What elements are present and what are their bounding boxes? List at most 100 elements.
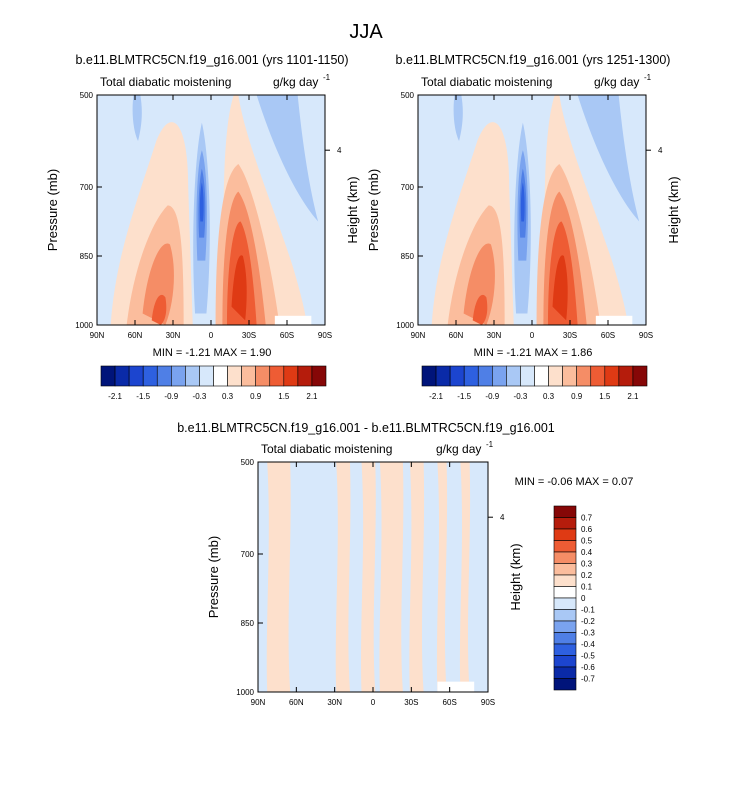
colorbar-label: -1.5 [136, 392, 150, 401]
y-tick-label: 700 [241, 550, 255, 559]
units-label: g/kg day [594, 75, 639, 89]
colorbar-label: -0.6 [581, 663, 595, 672]
colorbar-swatch [171, 365, 186, 387]
x-tick-label: 60S [280, 331, 294, 340]
colorbar-swatch [553, 563, 577, 576]
x-tick-label: 0 [530, 331, 535, 340]
colorbar-diff: 0.7 0.6 0.5 0.4 0.3 0.2 0.1 0 -0.1 -0.2 -0.3 -0.4 -0… [553, 505, 595, 691]
colorbar-swatch [142, 365, 158, 387]
colorbar-label: -0.3 [514, 392, 528, 401]
y-tick-label: 500 [80, 91, 94, 100]
colorbar-swatch [553, 632, 577, 645]
colorbar-swatch [269, 365, 285, 387]
colorbar-label: -0.2 [581, 617, 595, 626]
colorbar-label: -0.7 [581, 675, 595, 684]
y-tick-label: 700 [401, 183, 415, 192]
units-label: g/kg day [436, 442, 481, 456]
colorbar-label: 1.5 [278, 392, 290, 401]
colorbar-swatch [553, 620, 577, 633]
colorbar-swatch [255, 365, 271, 387]
y-axis-label: Pressure (mb) [206, 536, 221, 618]
panel-2: b.e11.BLMTRC5CN.f19_g16.001 (yrs 1251-13… [366, 53, 681, 359]
colorbar-label: -0.9 [485, 392, 499, 401]
x-tick-label: 60S [443, 698, 457, 707]
x-tick-label: 30S [404, 698, 418, 707]
shading-warm-4 [472, 294, 488, 325]
y-axis-right-label: Height (km) [508, 543, 523, 610]
max-value: 1.90 [247, 347, 271, 359]
min-max-label: MIN = -1.21 MAX = 1.90 [153, 347, 272, 359]
colorbar-label: -1.5 [457, 392, 471, 401]
y-right-tick-label: 4 [500, 513, 505, 522]
panel-3: b.e11.BLMTRC5CN.f19_g16.001 - b.e11.BLMT… [177, 421, 633, 707]
colorbar-label: -0.5 [581, 652, 595, 661]
colorbar-swatch [421, 365, 437, 387]
min-value: -1.21 [503, 347, 531, 359]
panels: b.e11.BLMTRC5CN.f19_g16.001 (yrs 1101-11… [45, 53, 681, 707]
x-tick-label: 60N [449, 331, 464, 340]
colorbar-swatch [463, 365, 479, 387]
shading-warm-1 [361, 462, 376, 692]
colorbar-label: 0.3 [543, 392, 555, 401]
shading-cool-1 [453, 95, 463, 141]
units-exponent: -1 [323, 73, 331, 82]
colorbar-swatch [548, 365, 563, 387]
y-tick-label: 1000 [75, 321, 93, 330]
y-axis-label: Pressure (mb) [45, 169, 60, 251]
y-tick-label: 1000 [236, 688, 254, 697]
shading-cool-1 [132, 95, 142, 141]
colorbar-swatch [553, 597, 577, 610]
colorbar-swatch [435, 365, 451, 387]
colorbar-swatch [241, 365, 256, 387]
panel-1: b.e11.BLMTRC5CN.f19_g16.001 (yrs 1101-11… [45, 53, 360, 359]
colorbar-label: -2.1 [429, 392, 443, 401]
colorbar-label: -2.1 [108, 392, 122, 401]
colorbar-swatch [114, 365, 130, 387]
colorbar-swatch [553, 528, 577, 541]
colorbar-swatch [128, 365, 144, 387]
colorbar-label: 0.2 [581, 571, 593, 580]
x-tick-label: 60N [289, 698, 304, 707]
colorbar-swatch [562, 365, 577, 387]
shading-warm-1 [436, 462, 448, 692]
y-tick-label: 850 [241, 619, 255, 628]
colorbar-label: 0.3 [222, 392, 234, 401]
colorbar-horizontal-1: -2.1 -1.5 -0.9 -0.3 0.3 0.9 1.5 2.1 [100, 365, 327, 401]
colorbar-label: -0.4 [581, 640, 595, 649]
min-max-label: MIN = -1.21 MAX = 1.86 [474, 347, 593, 359]
colorbar-swatch [632, 365, 648, 387]
x-tick-label: 30N [166, 331, 181, 340]
colorbar-swatch [199, 365, 214, 387]
x-tick-label: 90S [481, 698, 495, 707]
x-tick-label: 90S [639, 331, 653, 340]
field-label: Total diabatic moistening [421, 75, 552, 89]
y-tick-label: 500 [401, 91, 415, 100]
y-tick-label: 500 [241, 458, 255, 467]
colorbar-swatch [477, 365, 493, 387]
colorbar-swatch [492, 365, 507, 387]
colorbar-label: 0.5 [581, 537, 593, 546]
colorbar-swatch [553, 655, 577, 668]
missing-data-patch [274, 315, 312, 325]
colorbar-label: 0.4 [581, 548, 593, 557]
colorbar-label: 2.1 [306, 392, 318, 401]
y-tick-label: 700 [80, 183, 94, 192]
shading-warm-1 [379, 462, 404, 692]
colorbar-swatch [553, 643, 577, 656]
y-tick-label: 850 [80, 252, 94, 261]
colorbar-label: -0.1 [581, 606, 595, 615]
colorbar-swatch [311, 365, 327, 387]
field-shading [97, 95, 325, 325]
min-label: MIN = [474, 347, 504, 359]
colorbar-swatch [553, 517, 577, 530]
min-value: -0.06 [544, 476, 572, 488]
colorbar-swatch [506, 365, 521, 387]
shading-cool-1 [577, 95, 640, 222]
colorbar-swatch [576, 365, 592, 387]
shading-cool-4 [199, 182, 204, 222]
shading-warm-5 [231, 255, 247, 321]
x-tick-label: 30N [327, 698, 342, 707]
colorbar-label: -0.3 [193, 392, 207, 401]
min-label: MIN = [153, 347, 183, 359]
